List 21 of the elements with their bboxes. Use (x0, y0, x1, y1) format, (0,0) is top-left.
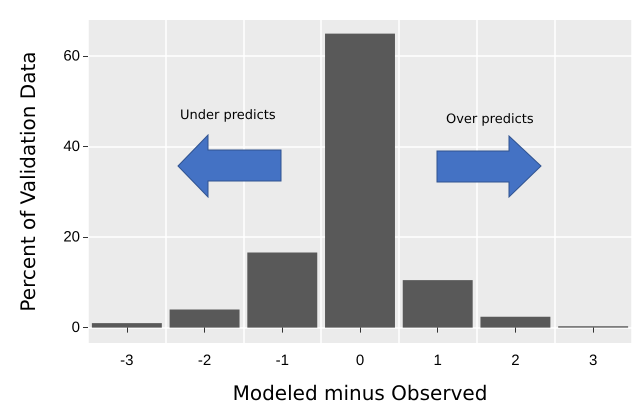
bar (325, 34, 395, 328)
y-tick-label: 40 (63, 138, 80, 156)
annotation: Under predicts (180, 108, 276, 123)
x-tick-label: 2 (511, 352, 520, 369)
bar (92, 323, 162, 328)
x-tick-label: 1 (434, 352, 442, 369)
y-tick-label: 20 (63, 228, 80, 246)
annotation: Over predicts (446, 112, 534, 127)
x-tick-label: -1 (276, 352, 289, 369)
bar (247, 252, 318, 328)
y-tick-label: 0 (72, 319, 80, 336)
y-axis-title: Percent of Validation Data (16, 51, 40, 312)
y-tick-label: 60 (63, 48, 80, 65)
x-tick-label: 0 (356, 352, 364, 369)
x-tick-label: -2 (198, 352, 212, 369)
x-tick-label: -3 (120, 352, 134, 369)
bar (402, 280, 473, 328)
x-tick-label: 3 (588, 352, 598, 369)
bar (480, 316, 550, 328)
bar (170, 310, 240, 328)
x-axis-title: Modeled minus Observed (232, 381, 488, 405)
